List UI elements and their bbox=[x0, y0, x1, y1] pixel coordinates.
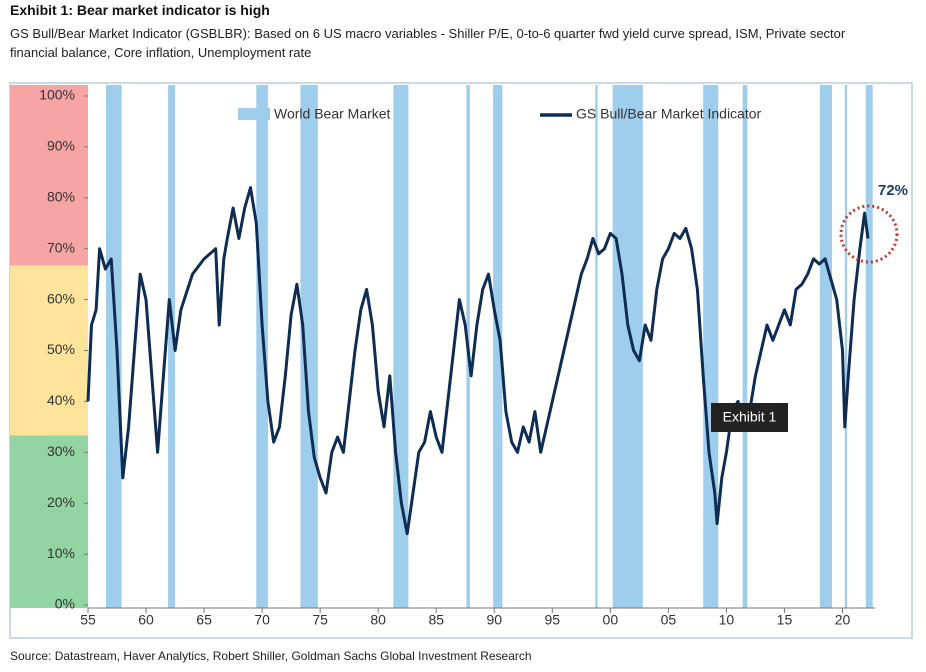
chart-title: Exhibit 1: Bear market indicator is high bbox=[10, 2, 270, 18]
source-note: Source: Datastream, Haver Analytics, Rob… bbox=[10, 649, 532, 663]
axes: 0% 10% 20% 30% 40% 50% 60% 70% 80% 90% 100% 55 60 65 7… bbox=[39, 87, 875, 628]
tooltip-label: Exhibit 1 bbox=[723, 409, 777, 425]
bear-market-band bbox=[742, 85, 748, 608]
legend-label: GS Bull/Bear Market Indicator bbox=[576, 106, 762, 122]
x-tick-label: 85 bbox=[428, 612, 444, 628]
x-tick-label: 05 bbox=[661, 612, 677, 628]
y-tick-label: 60% bbox=[47, 290, 75, 306]
x-tick-label: 00 bbox=[603, 612, 619, 628]
bear-market-band bbox=[819, 85, 833, 608]
bear-market-band bbox=[300, 85, 318, 608]
x-tick-label: 80 bbox=[370, 612, 386, 628]
y-tick-label: 90% bbox=[47, 138, 75, 154]
bear-market-band bbox=[105, 85, 122, 608]
x-tick-label: 70 bbox=[254, 612, 270, 628]
zone-band bbox=[10, 265, 88, 436]
x-tick-label: 90 bbox=[486, 612, 502, 628]
y-tick-label: 20% bbox=[47, 494, 75, 510]
x-tick-label: 75 bbox=[312, 612, 328, 628]
zone-band bbox=[10, 435, 88, 608]
bear-market-band bbox=[493, 85, 503, 608]
x-tick-label: 65 bbox=[196, 612, 212, 628]
bear-market-band bbox=[168, 85, 176, 608]
y-tick-label: 10% bbox=[47, 545, 75, 561]
y-tick-label: 80% bbox=[47, 189, 75, 205]
tooltip-box bbox=[711, 403, 788, 432]
bear-market-band bbox=[256, 85, 268, 608]
y-tick-label: 40% bbox=[47, 392, 75, 408]
legend-swatch bbox=[238, 108, 270, 120]
y-tick-label: 70% bbox=[47, 239, 75, 255]
x-tick-label: 60 bbox=[138, 612, 154, 628]
y-tick-label: 30% bbox=[47, 443, 75, 459]
y-tick-label: 0% bbox=[55, 596, 75, 612]
y-tick-label: 50% bbox=[47, 341, 75, 357]
chart: 0% 10% 20% 30% 40% 50% 60% 70% 80% 90% 100% 55 60 65 7… bbox=[9, 82, 913, 639]
x-tick-label: 20 bbox=[835, 612, 851, 628]
highlight-circle bbox=[839, 204, 899, 264]
bear-market-band bbox=[595, 85, 598, 608]
x-tick-label: 95 bbox=[545, 612, 561, 628]
bear-market-band bbox=[703, 85, 719, 608]
x-tick-label: 10 bbox=[719, 612, 735, 628]
zones bbox=[10, 85, 88, 608]
x-tick-label: 55 bbox=[80, 612, 96, 628]
bear-market-band bbox=[844, 85, 848, 608]
annotations: 72% Exhibit 1 bbox=[711, 182, 908, 432]
chart-subtitle: GS Bull/Bear Market Indicator (GSBLBR): … bbox=[10, 26, 846, 60]
bear-market-band bbox=[865, 85, 873, 608]
legend: World Bear Market GS Bull/Bear Market Ind… bbox=[238, 106, 762, 122]
zone-band bbox=[10, 85, 88, 266]
x-tick-label: 15 bbox=[777, 612, 793, 628]
annotation-label: 72% bbox=[878, 182, 908, 199]
chart-frame bbox=[9, 82, 913, 639]
y-tick-label: 100% bbox=[39, 87, 75, 103]
legend-label: World Bear Market bbox=[274, 106, 391, 122]
bear-shading bbox=[105, 85, 873, 608]
bear-market-band bbox=[612, 85, 643, 608]
